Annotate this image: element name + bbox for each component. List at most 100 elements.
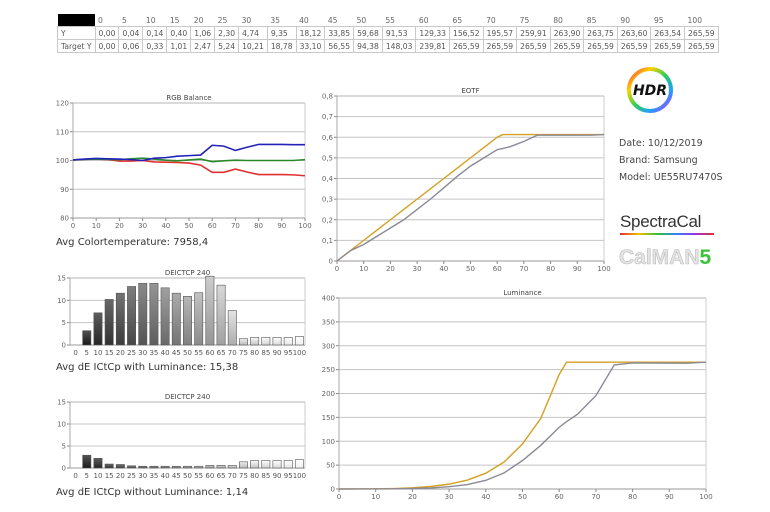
x-tick-label: 70: [231, 222, 240, 230]
y-tick-label: 0: [331, 486, 335, 494]
de1-bar: [183, 296, 192, 346]
de1-bar: [272, 337, 282, 346]
x-tick-label: 30: [445, 493, 454, 501]
table-cell: 0,00: [94, 39, 120, 53]
y-tick-label: 0,2: [322, 216, 333, 224]
x-tick-label: 20: [116, 472, 125, 480]
x-tick-label: 0: [73, 472, 77, 480]
x-tick-label: 5: [85, 349, 89, 357]
y-tick-label: 100: [56, 157, 69, 165]
eotf-chart: EOTF 0 0,1 0,2 0,3 0,4 0,5 0,6 0,7 0,8 0 10 20 30 40 50…: [322, 87, 611, 273]
spectracal-text: SpectraCal: [620, 212, 702, 231]
de2-bar: [138, 465, 148, 469]
x-tick-label: 5: [85, 472, 89, 480]
y-tick-label: 10: [57, 421, 66, 429]
y-tick-label: 90: [60, 186, 69, 194]
x-tick-label: 30: [138, 222, 147, 230]
x-tick-label: 20: [115, 222, 124, 230]
avg-de-with-lum-caption: Avg dE ICtCp with Luminance: 15,38: [56, 362, 239, 373]
table-cell: 5,24: [214, 39, 240, 53]
x-tick-label: 80: [250, 349, 259, 357]
y-tick-label: 400: [322, 295, 335, 303]
x-tick-label: 100: [293, 472, 306, 480]
y-tick-label: 0,4: [322, 175, 334, 183]
x-tick-label: 60: [208, 222, 217, 230]
x-tick-label: 70: [591, 493, 600, 501]
x-tick-label: 85: [261, 472, 270, 480]
de2-bar: [216, 465, 226, 469]
x-tick-label: 85: [261, 349, 270, 357]
brand-text: Brand: Samsung: [619, 155, 698, 166]
lum-chart: Luminance 0 50 100 150 200 250 300 350 400 0 10 20 30…: [322, 289, 713, 501]
rgb-series-blue: [72, 143, 305, 162]
de2-bar: [183, 465, 192, 469]
x-tick-label: 75: [239, 349, 248, 357]
avg-colortemp-caption: Avg Colortemperature: 7958,4: [56, 237, 209, 248]
de1-bar: [171, 292, 181, 346]
y-tick-label: 0,6: [322, 134, 334, 142]
calman-text: CalMAN: [619, 246, 700, 270]
x-tick-label: 45: [172, 472, 181, 480]
de1-bar: [283, 337, 293, 346]
de2-bar: [239, 461, 248, 469]
x-tick-label: 55: [194, 472, 203, 480]
x-tick-label: 60: [205, 349, 214, 357]
x-tick-label: 10: [92, 222, 101, 230]
y-tick-label: 0: [62, 465, 66, 473]
measurement-table: 0 5 10 15 20 25 30 35 40 45 50 55 60 65 70 75 80 85 90 95 10…: [57, 14, 719, 53]
x-tick-label: 20: [386, 265, 395, 273]
x-tick-label: 30: [138, 472, 147, 480]
x-tick-label: 90: [665, 493, 674, 501]
y-tick-label: 110: [56, 128, 69, 136]
table-cell: 94,38: [353, 39, 383, 53]
de1-bar: [261, 337, 271, 346]
y-tick-label: 200: [322, 390, 335, 398]
lum-series-y: [338, 361, 707, 490]
y-tick-label: 5: [62, 319, 66, 327]
table-cell: 265,59: [684, 39, 719, 53]
de1-bar: [149, 283, 159, 346]
x-tick-label: 100: [298, 222, 311, 230]
x-tick-label: 70: [228, 349, 237, 357]
x-tick-label: 40: [161, 349, 170, 357]
x-tick-label: 10: [371, 493, 380, 501]
y-tick-label: 0,5: [322, 154, 333, 162]
x-tick-label: 20: [408, 493, 417, 501]
x-tick-label: 10: [94, 472, 103, 480]
x-tick-label: 0: [335, 265, 339, 273]
y-tick-label: 300: [322, 342, 335, 350]
de2-bar: [227, 465, 237, 469]
de2-bar: [93, 458, 103, 469]
rgb-chart: RGB Balance 80 90 100 110 120 0 10 20 30 40 50 60 70 8…: [56, 94, 312, 230]
x-tick-label: 0: [73, 349, 77, 357]
table-cell: 239,81: [415, 39, 450, 53]
x-tick-label: 60: [493, 265, 502, 273]
y-tick-label: 0,7: [322, 113, 333, 121]
de1-bar: [205, 275, 215, 346]
spectracal-logo: SpectraCal: [620, 212, 714, 235]
de2-bar: [104, 463, 114, 469]
table-cell: 265,59: [516, 39, 551, 53]
de1-title: DEICTCP 240: [165, 269, 210, 277]
y-tick-label: 80: [60, 215, 69, 223]
de1-bar: [127, 286, 136, 346]
x-tick-label: 90: [573, 265, 582, 273]
y-tick-label: 100: [322, 438, 335, 446]
y-tick-label: 350: [322, 318, 335, 326]
x-tick-label: 90: [277, 222, 286, 230]
x-tick-label: 75: [239, 472, 248, 480]
hdr-ring-icon: HDR: [627, 67, 673, 113]
x-tick-label: 20: [116, 349, 125, 357]
de2-bar: [272, 460, 282, 469]
spectracal-rainbow-bar: [620, 233, 714, 235]
x-tick-label: 80: [254, 222, 263, 230]
y-tick-label: 0: [329, 258, 333, 266]
x-tick-label: 0: [337, 493, 341, 501]
de2-bar: [149, 465, 159, 469]
x-tick-label: 50: [183, 349, 192, 357]
rgb-series-red: [72, 158, 306, 177]
x-tick-label: 45: [172, 349, 181, 357]
de2-bar: [127, 465, 136, 469]
x-tick-label: 10: [359, 265, 368, 273]
